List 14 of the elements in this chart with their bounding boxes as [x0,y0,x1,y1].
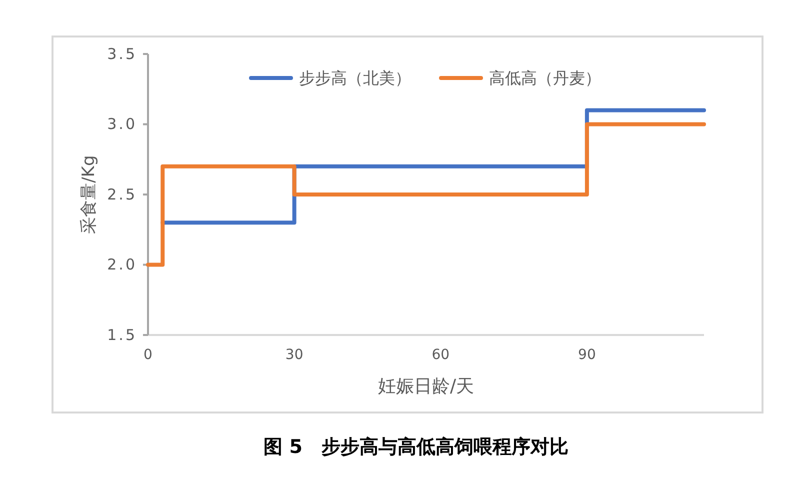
y-tick-label: 3.5 [107,44,137,63]
x-tick-label: 90 [578,346,596,363]
y-tick-label: 2.5 [107,185,137,204]
legend-label: 高低高（丹麦） [489,68,601,88]
x-tick-label: 30 [285,346,304,363]
y-axis-title: 采食量/Kg [79,155,99,234]
y-tick-label: 1.5 [107,326,137,344]
x-tick-label: 60 [432,346,450,363]
y-tick-label: 3.0 [107,115,137,134]
y-tick-label: 2.0 [107,256,137,274]
legend-label: 步步高（北美） [299,68,411,88]
text: 图 5 步步高与高低高饲喂程序对比 [264,436,568,458]
x-tick-label: 0 [144,346,152,363]
x-axis-title: 妊娠日龄/天 [378,376,474,397]
